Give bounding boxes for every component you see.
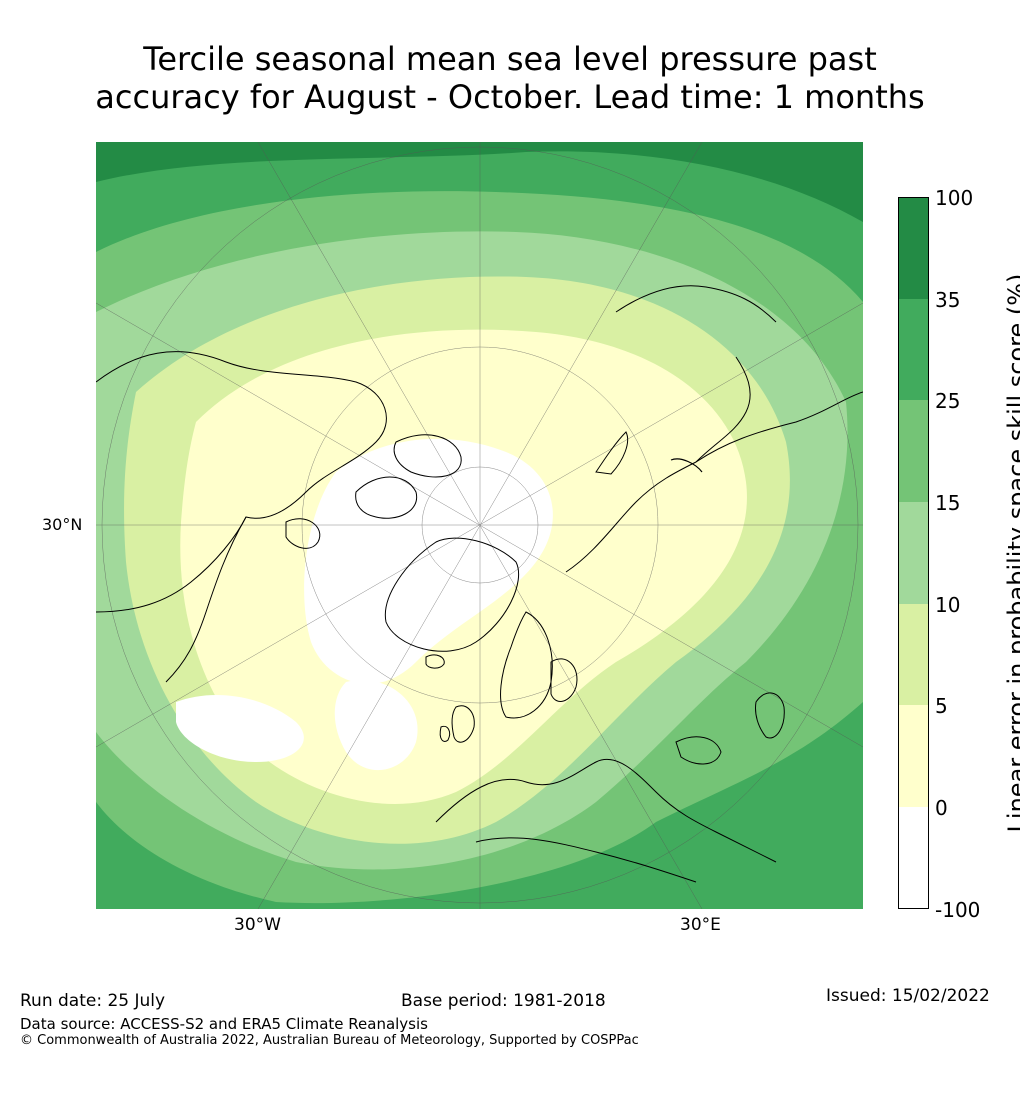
polar-skill-map bbox=[96, 142, 863, 909]
cbar-tick-0: 0 bbox=[935, 796, 948, 820]
cbar-seg-15-25 bbox=[898, 400, 929, 502]
lat-label-30n: 30°N bbox=[42, 515, 83, 534]
lon-label-30e: 30°E bbox=[680, 915, 721, 935]
cbar-tick-35: 35 bbox=[935, 288, 961, 312]
coastlines bbox=[96, 285, 863, 883]
cbar-seg-neg bbox=[898, 807, 929, 909]
data-source: Data source: ACCESS-S2 and ERA5 Climate … bbox=[20, 1015, 428, 1033]
skill-band-negative bbox=[304, 438, 553, 684]
cbar-tick-5: 5 bbox=[935, 694, 948, 718]
skill-band-negative-3 bbox=[334, 680, 418, 771]
cbar-seg-5-10 bbox=[898, 604, 929, 705]
issued-date: Issued: 15/02/2022 bbox=[826, 986, 990, 1006]
colorbar bbox=[898, 197, 929, 909]
north-america-coast bbox=[96, 351, 387, 613]
colorbar-title: Linear error in probability space skill … bbox=[1003, 273, 1020, 833]
cbar-tick-neg100: -100 bbox=[935, 898, 981, 922]
run-date: Run date: 25 July bbox=[20, 991, 166, 1011]
cbar-seg-35-100 bbox=[898, 197, 929, 299]
title-line-1: Tercile seasonal mean sea level pressure… bbox=[143, 40, 877, 78]
europe-coast bbox=[435, 758, 777, 863]
cbar-seg-25-35 bbox=[898, 299, 929, 400]
cbar-tick-15: 15 bbox=[935, 491, 961, 515]
cbar-tick-10: 10 bbox=[935, 593, 961, 617]
cbar-seg-0-5 bbox=[898, 705, 929, 807]
greenland-coast bbox=[384, 537, 520, 652]
cbar-tick-25: 25 bbox=[935, 389, 961, 413]
graticule bbox=[96, 142, 863, 909]
cbar-tick-100: 100 bbox=[935, 186, 974, 210]
chart-title: Tercile seasonal mean sea level pressure… bbox=[0, 40, 1020, 116]
lon-label-30w: 30°W bbox=[234, 915, 281, 935]
scandinavia-coast bbox=[500, 611, 553, 719]
cbar-seg-10-15 bbox=[898, 502, 929, 604]
title-line-2: accuracy for August - October. Lead time… bbox=[95, 78, 925, 116]
copyright: © Commonwealth of Australia 2022, Austra… bbox=[20, 1033, 639, 1048]
base-period: Base period: 1981-2018 bbox=[401, 991, 606, 1011]
skill-band-negative-2 bbox=[176, 694, 304, 762]
